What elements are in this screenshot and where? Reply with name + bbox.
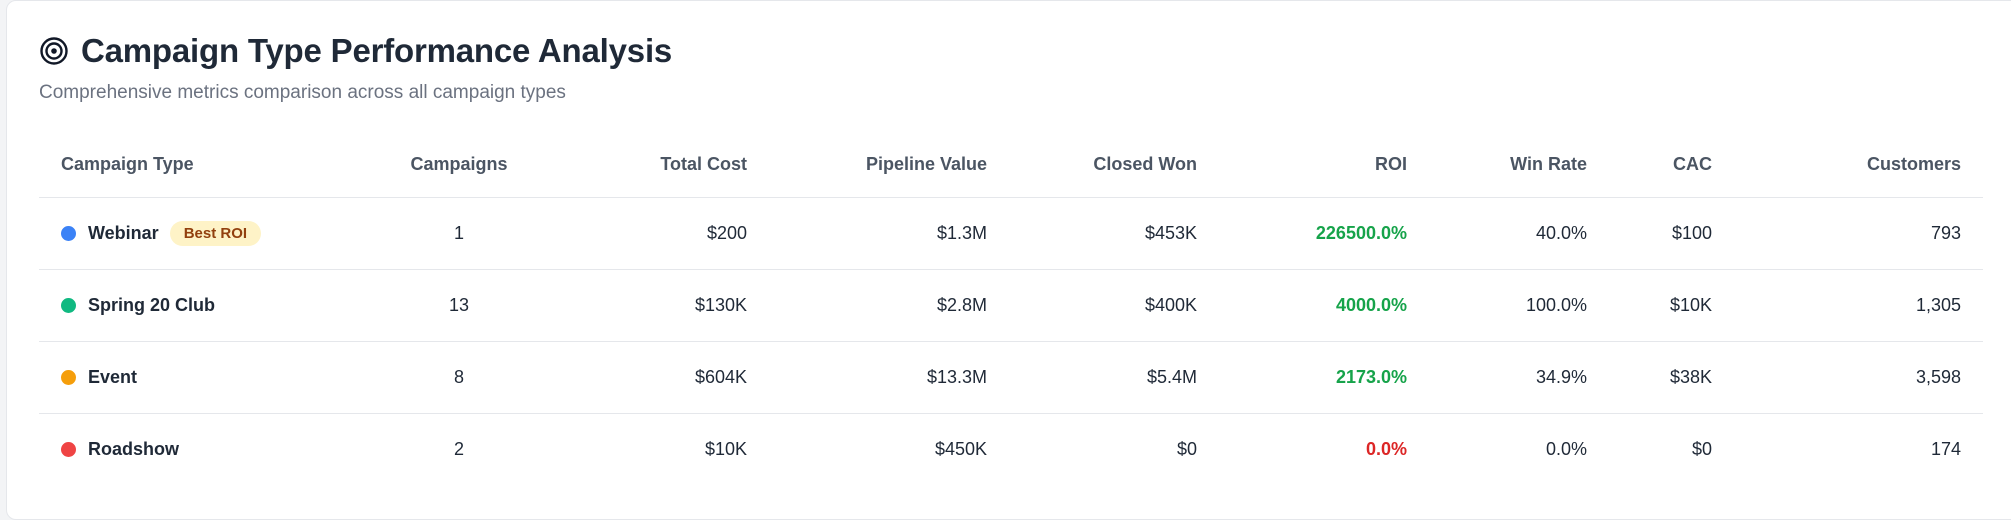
title-row: Campaign Type Performance Analysis (39, 29, 672, 73)
closed-won-cell: $400K (1009, 269, 1219, 342)
campaign-performance-card: Campaign Type Performance Analysis Compr… (6, 0, 2011, 520)
total-cost-cell: $10K (704, 439, 747, 459)
customers-cell: 174 (1930, 439, 1961, 459)
customers-cell: 793 (1734, 197, 1983, 270)
pipeline-value-cell: $2.8M (769, 269, 1009, 342)
campaign-color-dot (61, 298, 76, 313)
campaigns-cell: 13 (369, 269, 549, 342)
target-icon (40, 37, 68, 65)
closed-won-cell: $5.4M (1009, 341, 1219, 414)
cac-cell: $0 (1691, 439, 1712, 459)
table-body: Webinar Best ROI 1 $200 $1.3M $453K 2265… (39, 197, 1983, 486)
campaign-type-name: Spring 20 Club (88, 295, 216, 315)
cac-cell: $100 (1609, 197, 1734, 270)
column-header-campaign-type[interactable]: Campaign Type (39, 131, 369, 198)
campaign-type-name: Webinar (88, 223, 159, 243)
column-header-win-rate[interactable]: Win Rate (1429, 131, 1609, 198)
campaign-color-dot (61, 442, 76, 457)
cac-cell: $10K (1609, 269, 1734, 342)
closed-won-cell: $0 (1176, 439, 1197, 459)
campaign-type-table: Campaign Type Campaigns Total Cost Pipel… (39, 131, 1983, 485)
win-rate-cell: 0.0% (1545, 439, 1587, 459)
total-cost-cell: $200 (549, 197, 769, 270)
column-header-customers[interactable]: Customers (1734, 131, 1983, 198)
column-header-pipeline-value[interactable]: Pipeline Value (769, 131, 1009, 198)
campaigns-cell: 8 (369, 341, 549, 414)
total-cost-cell: $604K (549, 341, 769, 414)
card-header: Campaign Type Performance Analysis Compr… (39, 29, 672, 104)
customers-cell: 3,598 (1734, 341, 1983, 414)
pipeline-value-cell: $13.3M (769, 341, 1009, 414)
win-rate-cell: 34.9% (1429, 341, 1609, 414)
table-row[interactable]: Event 8 $604K $13.3M $5.4M 2173.0% 34.9%… (39, 341, 1983, 414)
roi-cell: 4000.0% (1219, 269, 1429, 342)
closed-won-cell: $453K (1009, 197, 1219, 270)
pipeline-value-cell: $450K (934, 439, 987, 459)
campaign-type-wrapper: Spring 20 Club (61, 295, 347, 316)
table-row[interactable]: Spring 20 Club 13 $130K $2.8M $400K 4000… (39, 269, 1983, 342)
table-header: Campaign Type Campaigns Total Cost Pipel… (39, 131, 1983, 198)
column-header-campaigns[interactable]: Campaigns (369, 131, 549, 198)
column-header-closed-won[interactable]: Closed Won (1009, 131, 1219, 198)
column-header-roi[interactable]: ROI (1219, 131, 1429, 198)
roi-cell: 0.0% (1365, 439, 1407, 459)
campaign-type-name: Event (88, 367, 138, 387)
page-title: Campaign Type Performance Analysis (81, 32, 673, 69)
campaign-type-cell: Event (39, 341, 369, 414)
page-subtitle: Comprehensive metrics comparison across … (39, 82, 566, 103)
win-rate-cell: 40.0% (1429, 197, 1609, 270)
campaign-type-name: Roadshow (88, 439, 180, 459)
cac-cell: $38K (1609, 341, 1734, 414)
table-row[interactable]: Webinar Best ROI 1 $200 $1.3M $453K 2265… (39, 197, 1983, 270)
best-roi-badge: Best ROI (169, 221, 262, 246)
campaign-type-cell: Spring 20 Club (39, 269, 369, 342)
roi-cell: 226500.0% (1219, 197, 1429, 270)
column-header-total-cost[interactable]: Total Cost (549, 131, 769, 198)
campaign-type-cell: Roadshow (39, 414, 369, 486)
header-row: Campaign Type Campaigns Total Cost Pipel… (39, 131, 1983, 198)
win-rate-cell: 100.0% (1429, 269, 1609, 342)
campaigns-cell: 2 (453, 439, 464, 459)
campaign-type-wrapper: Webinar Best ROI (61, 221, 347, 246)
campaigns-cell: 1 (369, 197, 549, 270)
total-cost-cell: $130K (549, 269, 769, 342)
pipeline-value-cell: $1.3M (769, 197, 1009, 270)
campaign-color-dot (61, 370, 76, 385)
table-row[interactable]: Roadshow 2 $10K $450K $0 0.0% 0.0% $0 17… (39, 414, 1983, 486)
roi-cell: 2173.0% (1219, 341, 1429, 414)
campaign-color-dot (61, 226, 76, 241)
campaign-type-cell: Webinar Best ROI (39, 197, 369, 270)
customers-cell: 1,305 (1734, 269, 1983, 342)
campaign-type-wrapper: Roadshow (61, 439, 347, 460)
campaign-type-wrapper: Event (61, 367, 347, 388)
column-header-cac[interactable]: CAC (1609, 131, 1734, 198)
